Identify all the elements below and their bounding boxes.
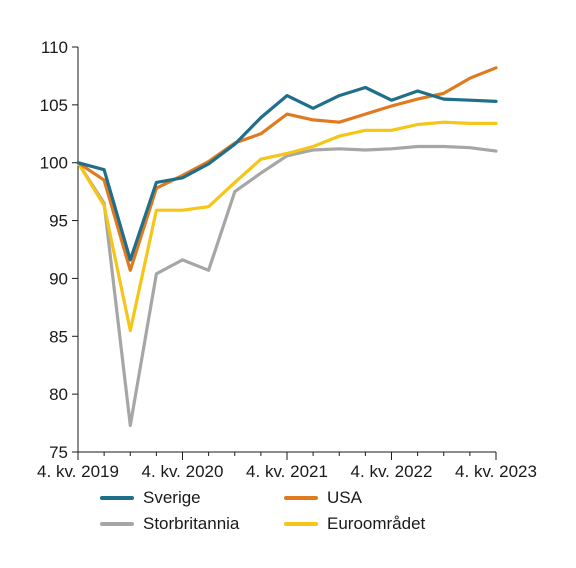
x-tick-label: 4. kv. 2023 (455, 462, 537, 481)
legend-label-usa: USA (327, 488, 362, 507)
legend-swatch-sverige (100, 496, 134, 500)
y-tick-label: 80 (49, 385, 68, 404)
legend-item-storbritannia: Storbritannia (100, 514, 239, 534)
legend-item-euroomradet: Euroområdet (284, 514, 425, 534)
legend: Sverige Storbritannia USA Euroområdet (100, 488, 500, 548)
y-tick-label: 95 (49, 212, 68, 231)
x-axis: 4. kv. 2019 4. kv. 2020 4. kv. 2021 4. kv. … (37, 451, 537, 481)
series-line-euroomradet (76, 120, 498, 333)
series-line-usa (76, 66, 498, 272)
legend-swatch-usa (284, 496, 318, 500)
legend-swatch-storbritannia (100, 522, 134, 526)
y-tick-label: 85 (49, 327, 68, 346)
y-tick-label: 110 (41, 38, 68, 57)
legend-item-usa: USA (284, 488, 362, 508)
y-tick-label: 100 (40, 154, 68, 173)
y-tick-label: 90 (49, 269, 68, 288)
series-line-storbritannia (76, 144, 498, 427)
x-tick-label: 4. kv. 2021 (246, 462, 328, 481)
legend-swatch-euroomradet (284, 522, 318, 526)
legend-label-euroomradet: Euroområdet (327, 514, 426, 533)
x-tick-label: 4. kv. 2019 (37, 462, 119, 481)
legend-item-sverige: Sverige (100, 488, 201, 508)
y-tick-label: 75 (49, 443, 68, 462)
x-tick-label: 4. kv. 2020 (142, 462, 224, 481)
series-line-sverige (76, 85, 498, 262)
series-layer (76, 66, 498, 427)
y-tick-label: 105 (40, 96, 68, 115)
y-axis: 75 80 85 90 95 100 105 110 (40, 38, 79, 462)
legend-label-storbritannia: Storbritannia (143, 514, 240, 533)
x-tick-label: 4. kv. 2022 (351, 462, 433, 481)
legend-label-sverige: Sverige (143, 488, 201, 507)
